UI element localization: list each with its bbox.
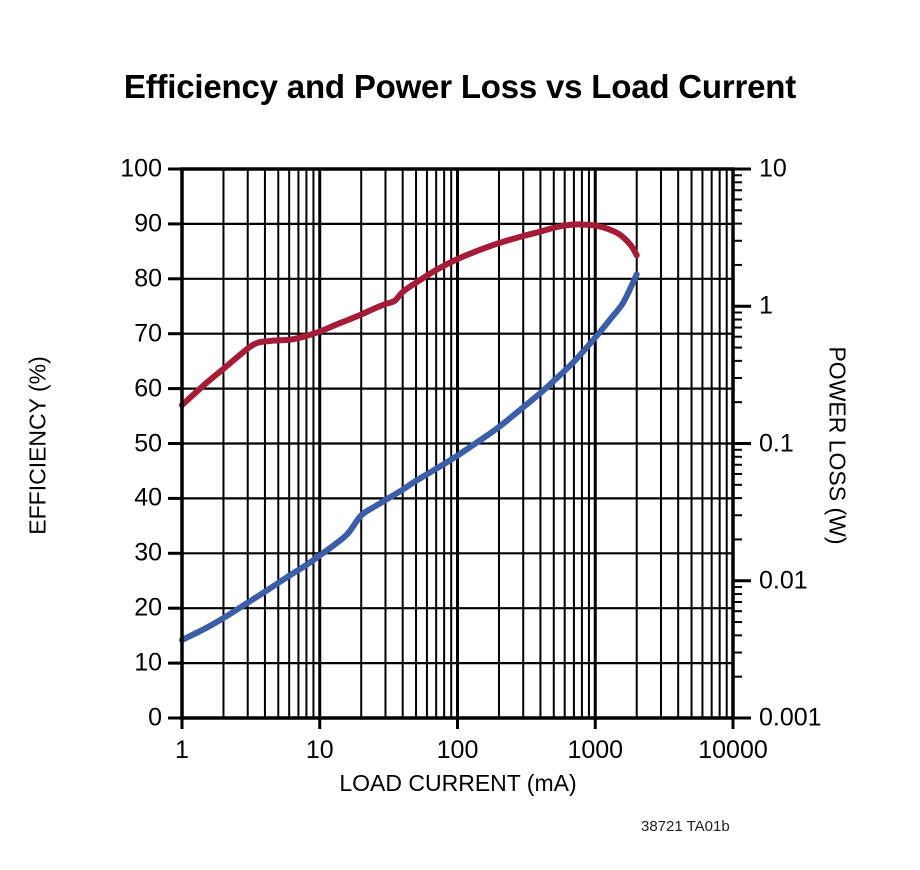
chart-title: Efficiency and Power Loss vs Load Curren… [123,68,797,105]
right-axis-tickmarks [733,167,751,720]
y-left-tick-0: 0 [148,703,162,732]
y-right-tick-10: 10 [759,154,787,183]
series-line-power-loss [179,271,640,644]
y-left-tick-70: 70 [134,319,162,348]
y-left-tick-20: 20 [134,593,162,622]
y-right-tick-1: 1 [759,291,773,320]
plot-frame [180,167,735,720]
y-left-tick-80: 80 [134,264,162,293]
left-axis-tickmarks [168,167,735,729]
x-tick-10000: 10000 [698,736,768,764]
y-right-tick-0.01: 0.01 [759,566,808,595]
y-left-tick-60: 60 [134,374,162,403]
y-right-tick-0.001: 0.001 [759,703,822,732]
y-left-tick-30: 30 [134,538,162,567]
y-left-tick-40: 40 [134,483,162,512]
y-left-tick-50: 50 [134,429,162,457]
x-axis-label: LOAD CURRENT (mA) [339,770,577,796]
x-tick-100: 100 [436,736,479,764]
y-right-tick-0.1: 0.1 [759,429,794,457]
figure-credit: 38721 TA01b [641,818,730,835]
series-line-efficiency [179,221,640,409]
x-tick-10: 10 [305,736,334,764]
y-left-tick-10: 10 [134,648,162,677]
y-left-tick-90: 90 [134,209,162,238]
x-tick-1: 1 [175,736,189,764]
y-left-tick-100: 100 [120,154,162,183]
x-tick-1000: 1000 [567,736,624,764]
